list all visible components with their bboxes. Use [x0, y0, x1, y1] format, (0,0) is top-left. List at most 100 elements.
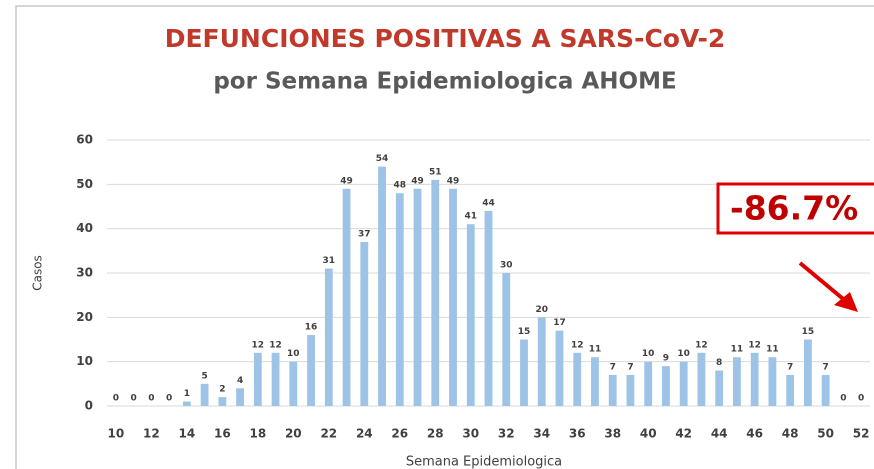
x-tick-label: 22: [320, 427, 337, 441]
data-label: 11: [766, 345, 779, 355]
bar: [821, 374, 830, 406]
bar: [466, 224, 475, 406]
x-axis-label: Semana Epidemiologica: [406, 455, 562, 469]
data-label: 1: [184, 389, 190, 399]
x-tick-label: 52: [853, 427, 870, 441]
x-tick-label: 34: [533, 427, 550, 441]
y-tick-label: 10: [76, 354, 93, 368]
bar: [520, 339, 528, 406]
chart-subtitle: por Semana Epidemiologica AHOME: [213, 69, 676, 95]
data-label: 41: [464, 212, 477, 222]
bar: [662, 366, 670, 406]
data-label: 30: [500, 261, 513, 271]
x-tick-label: 12: [143, 427, 160, 441]
y-tick-label: 50: [76, 177, 93, 191]
bar: [449, 188, 457, 406]
bar: [253, 352, 262, 406]
data-label: 16: [305, 323, 318, 333]
data-label: 31: [323, 256, 336, 266]
bar: [413, 188, 422, 406]
data-label: 7: [627, 362, 633, 372]
bar: [644, 361, 653, 406]
bar: [431, 179, 440, 406]
data-label: 7: [787, 362, 793, 372]
data-label: 12: [269, 340, 282, 350]
data-label: 51: [429, 167, 442, 177]
bar: [555, 330, 564, 406]
x-tick-label: 28: [427, 427, 444, 441]
bar: [715, 370, 724, 406]
bar: [289, 361, 298, 406]
bar: [271, 352, 280, 406]
bar: [200, 383, 209, 406]
data-label: 12: [571, 340, 584, 350]
bar: [324, 268, 333, 406]
y-tick-label: 0: [85, 399, 93, 413]
x-tick-label: 24: [356, 427, 373, 441]
x-tick-label: 18: [249, 427, 266, 441]
chart-frame: [15, 5, 874, 469]
bar: [236, 388, 244, 406]
data-label: 17: [553, 318, 566, 328]
x-tick-label: 30: [462, 427, 479, 441]
x-tick-label: 48: [782, 427, 799, 441]
data-label: 49: [447, 176, 460, 186]
x-tick-label: 38: [604, 427, 621, 441]
data-label: 15: [518, 327, 531, 337]
x-tick-label: 40: [640, 427, 657, 441]
data-label: 5: [201, 371, 207, 381]
data-label: 0: [148, 394, 154, 404]
data-label: 10: [287, 349, 300, 359]
data-label: 54: [376, 154, 389, 164]
data-label: 8: [716, 358, 722, 368]
bar: [591, 357, 599, 406]
chart-title: DEFUNCIONES POSITIVAS A SARS-CoV-2: [165, 24, 726, 53]
x-tick-label: 14: [178, 427, 195, 441]
data-label: 4: [237, 376, 243, 386]
x-tick-label: 16: [214, 427, 231, 441]
annotation: -86.7%: [730, 189, 858, 228]
data-label: 0: [166, 394, 172, 404]
x-tick-label: 36: [569, 427, 586, 441]
data-label: 10: [642, 349, 655, 359]
bar: [786, 374, 795, 406]
bar: [378, 166, 386, 406]
arrow-head: [834, 292, 858, 312]
data-label: 44: [482, 198, 495, 208]
data-label: 11: [731, 345, 744, 355]
x-tick-label: 10: [108, 427, 125, 441]
data-label: 37: [358, 229, 371, 239]
data-label: 48: [394, 181, 407, 191]
data-label: 9: [663, 354, 669, 364]
data-label: 0: [130, 394, 136, 404]
bar: [182, 401, 191, 406]
y-tick-label: 30: [76, 266, 93, 280]
y-axis-label: Casos: [31, 255, 45, 291]
bar: [697, 352, 706, 406]
data-label: 0: [113, 394, 119, 404]
bar: [608, 374, 617, 406]
annotation-box: [716, 182, 874, 235]
x-tick-label: 50: [817, 427, 834, 441]
x-tick-label: 42: [675, 427, 692, 441]
bar: [626, 374, 635, 406]
data-label: 12: [748, 340, 761, 350]
data-label: 7: [823, 362, 829, 372]
data-label: 2: [219, 385, 225, 395]
y-tick-label: 40: [76, 221, 93, 235]
data-label: 10: [677, 349, 690, 359]
bar: [803, 339, 812, 406]
data-label: 0: [858, 394, 864, 404]
x-tick-label: 20: [285, 427, 302, 441]
bar: [573, 352, 582, 406]
bar: [733, 357, 741, 406]
data-label: 15: [802, 327, 815, 337]
x-tick-label: 32: [498, 427, 515, 441]
arrow-shaft: [798, 261, 850, 305]
x-tick-label: 26: [391, 427, 408, 441]
bar: [307, 335, 315, 406]
bar: [502, 273, 511, 406]
data-label: 20: [535, 305, 548, 315]
